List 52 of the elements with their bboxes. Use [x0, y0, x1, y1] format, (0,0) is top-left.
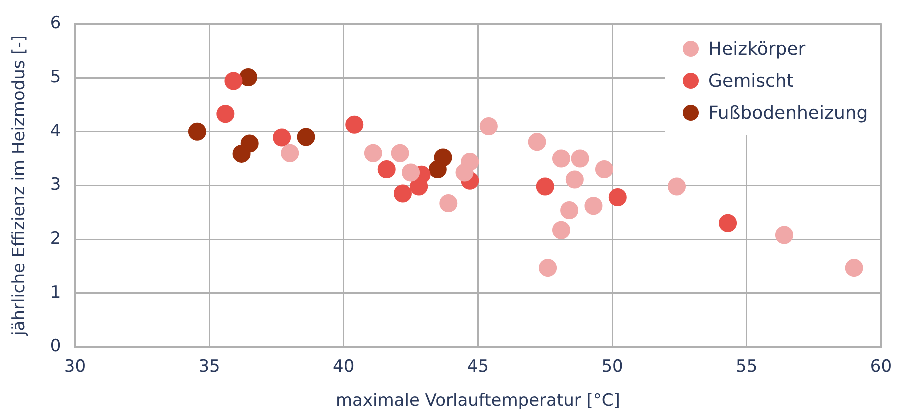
point: [232, 144, 251, 163]
y-tick-label: 2: [50, 228, 62, 249]
point: [560, 201, 579, 220]
point: [584, 197, 603, 216]
point: [536, 178, 554, 196]
y-axis-title: jährliche Effizienz im Heizmodus [-]: [10, 35, 30, 337]
point: [528, 133, 546, 152]
x-tick-label: 50: [602, 356, 624, 377]
y-tick-label: 4: [50, 121, 62, 142]
point: [668, 178, 686, 196]
x-axis-title: maximale Vorlauftemperatur [°C]: [336, 391, 620, 412]
point: [552, 150, 570, 168]
point: [240, 68, 258, 86]
x-tick-label: 40: [333, 356, 355, 377]
point: [566, 170, 584, 189]
x-tick-label: 35: [198, 356, 220, 377]
y-tick-label: 5: [50, 67, 62, 88]
point: [571, 150, 590, 168]
point: [216, 105, 235, 124]
x-tick-label: 45: [467, 356, 490, 377]
point: [281, 144, 300, 162]
legend-label: Gemischt: [708, 70, 794, 92]
y-tick-label: 6: [50, 14, 62, 34]
point: [608, 188, 627, 207]
point: [273, 128, 292, 147]
x-tick-label: 55: [736, 356, 758, 377]
point: [224, 72, 243, 90]
point: [402, 164, 420, 182]
legend-label: Fußbodenheizung: [708, 102, 868, 124]
point: [719, 214, 738, 232]
point: [845, 259, 864, 278]
x-tick-label: 60: [870, 356, 892, 377]
legend-label: Heizkörper: [708, 38, 806, 60]
point: [378, 160, 396, 179]
point: [188, 122, 206, 141]
point: [595, 160, 614, 179]
y-tick-label: 3: [50, 175, 62, 196]
point: [391, 144, 410, 162]
point: [428, 160, 447, 179]
y-tick-label: 1: [50, 282, 62, 303]
point: [346, 116, 364, 134]
point: [775, 226, 794, 244]
point: [440, 194, 458, 212]
point: [480, 117, 498, 136]
point: [364, 144, 382, 162]
point: [552, 221, 570, 240]
y-tick-label: 0: [50, 336, 62, 357]
point: [539, 259, 558, 278]
point: [297, 128, 316, 146]
x-tick-label: 30: [64, 356, 86, 377]
point: [461, 153, 480, 172]
point: [394, 184, 412, 203]
